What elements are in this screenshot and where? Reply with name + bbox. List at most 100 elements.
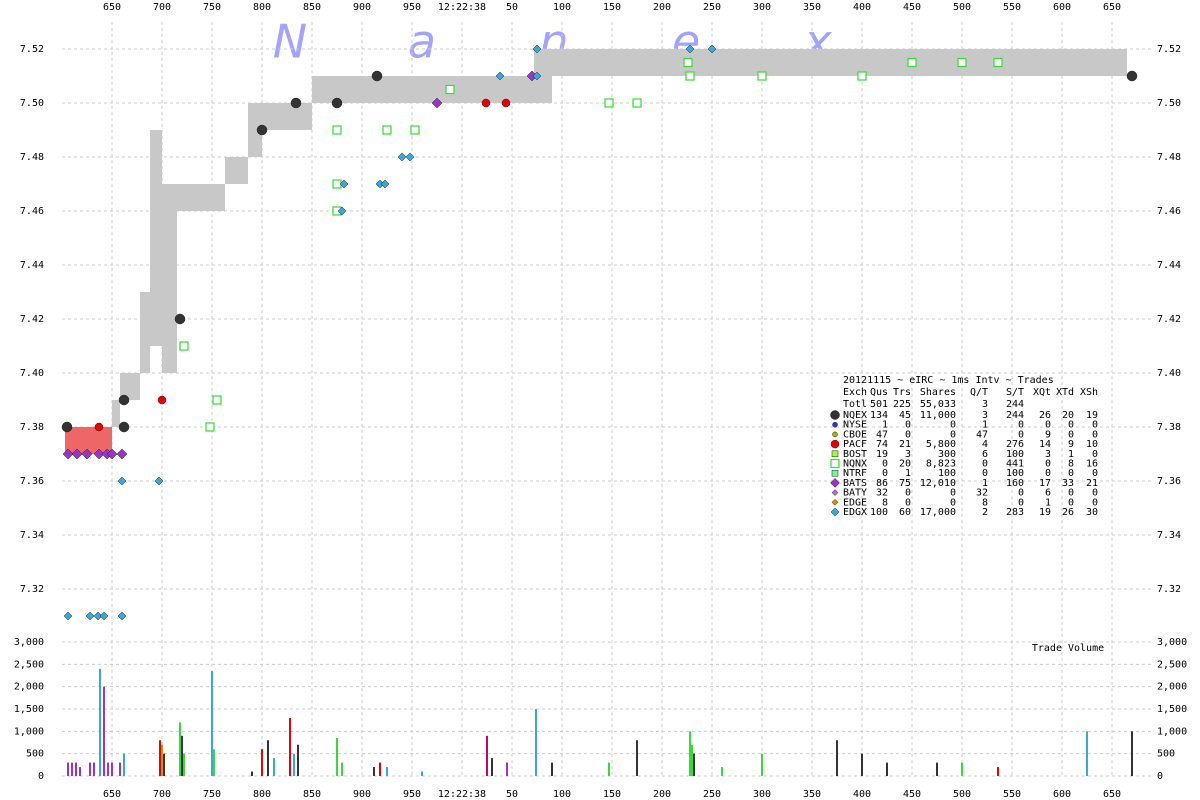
legend-marker (832, 421, 838, 428)
legend-marker (831, 489, 839, 496)
volume-bar (159, 740, 161, 776)
legend-cell: XTd (1056, 387, 1074, 398)
x-tick-label: 700 (153, 2, 171, 13)
legend-cell: NTRF (843, 468, 867, 479)
legend-cell: 32 (976, 488, 988, 499)
legend-cell: 3 (905, 449, 911, 460)
trade-marker (481, 98, 491, 108)
legend-cell: 0 (1018, 488, 1024, 499)
x-tick-label: 850 (303, 2, 321, 13)
y-tick-label: 7.32 (20, 584, 44, 595)
legend-cell: 2 (982, 507, 988, 518)
legend-cell: 0 (1045, 459, 1051, 470)
volume-bar (379, 762, 381, 776)
legend-cell: 17 (1039, 478, 1051, 489)
quote-marker (604, 98, 614, 108)
legend-cell: 26 (1062, 507, 1074, 518)
trade-marker (685, 44, 695, 54)
volume-bar (491, 758, 493, 776)
volume-tick-label: 1,000 (14, 726, 44, 737)
volume-tick-label: 3,000 (14, 637, 44, 648)
volume-bar (551, 762, 553, 776)
volume-bar (79, 767, 81, 776)
legend-cell: 20 (899, 459, 911, 470)
legend-cell: 0 (982, 468, 988, 479)
trade-marker (118, 421, 130, 433)
legend-cell: 14 (1039, 439, 1051, 450)
x-tick-label: 400 (853, 789, 871, 800)
x-tick-label: 100 (553, 789, 571, 800)
volume-bar (251, 771, 253, 776)
legend-cell: 0 (905, 420, 911, 431)
x-tick-label: 500 (953, 789, 971, 800)
y-tick-label: 7.50 (20, 98, 44, 109)
volume-tick-label: 1,500 (14, 704, 44, 715)
trade-marker (256, 124, 268, 136)
legend-cell: 55,033 (920, 399, 956, 410)
quote-marker (993, 57, 1003, 68)
x-tick-label: 650 (1103, 789, 1121, 800)
volume-bar (506, 762, 508, 776)
legend-cell: 4 (982, 439, 988, 450)
trade-marker (63, 611, 73, 621)
y-tick-label: 7.40 (1157, 368, 1181, 379)
spread-box (225, 157, 248, 184)
legend-title: 20121115 ~ eIRC ~ 1ms Intv ~ Trades (843, 375, 1054, 386)
legend-marker (830, 439, 840, 449)
volume-tick-label: 2,000 (1157, 682, 1187, 693)
spread-box (262, 103, 312, 130)
legend-cell: 501 (870, 399, 888, 410)
spread-box (552, 49, 1127, 76)
x-tick-label: 650 (1103, 2, 1121, 13)
legend-cell: 441 (1006, 459, 1024, 470)
legend-cell: 1 (882, 420, 888, 431)
legend-cell: Totl (843, 399, 867, 410)
legend-cell: 0 (1068, 468, 1074, 479)
legend-cell: 0 (1045, 468, 1051, 479)
quote-marker (332, 125, 342, 135)
legend-cell: 0 (882, 459, 888, 470)
legend-cell: 0 (1045, 420, 1051, 431)
volume-bar (386, 767, 388, 776)
y-tick-label: 7.44 (1157, 260, 1181, 271)
trade-marker (532, 44, 542, 54)
trade-marker (93, 611, 103, 621)
legend-cell: 0 (1018, 497, 1024, 508)
legend-cell: 134 (870, 410, 888, 421)
legend-cell: BATS (843, 478, 867, 489)
x-tick-label: 550 (1003, 789, 1021, 800)
legend-cell: PACF (843, 439, 867, 450)
trade-marker (117, 611, 127, 621)
quote-marker (957, 57, 967, 68)
volume-tick-label: 2,000 (14, 682, 44, 693)
volume-bar (89, 762, 91, 776)
volume-bar (961, 762, 963, 776)
trade-marker (117, 476, 127, 486)
legend-cell: 1 (982, 420, 988, 431)
volume-bar (689, 731, 691, 776)
x-tick-label: 600 (1053, 2, 1071, 13)
legend-cell: 0 (1068, 488, 1074, 499)
x-tick-label: 300 (753, 2, 771, 13)
x-tick-label: 100 (553, 2, 571, 13)
x-tick-label: 400 (853, 2, 871, 13)
volume-bar (761, 753, 763, 776)
volume-bar (273, 758, 275, 776)
legend-cell: Qus (870, 387, 888, 398)
legend-cell: EDGE (843, 497, 867, 508)
crossed-box (65, 427, 112, 454)
legend-cell: 276 (1006, 439, 1024, 450)
x-tick-label: 900 (353, 2, 371, 13)
legend-cell: 0 (1092, 488, 1098, 499)
legend-cell: XSh (1080, 387, 1098, 398)
trade-marker (707, 44, 717, 54)
trade-marker (85, 611, 95, 621)
x-tick-label: 12:22:38 (438, 2, 486, 13)
trade-marker (532, 71, 542, 81)
volume-bar (93, 762, 95, 776)
volume-bar (71, 762, 73, 776)
legend-cell: 33 (1062, 478, 1074, 489)
x-tick-label: 200 (653, 2, 671, 13)
spread-box (150, 130, 162, 346)
volume-bar (67, 762, 69, 776)
